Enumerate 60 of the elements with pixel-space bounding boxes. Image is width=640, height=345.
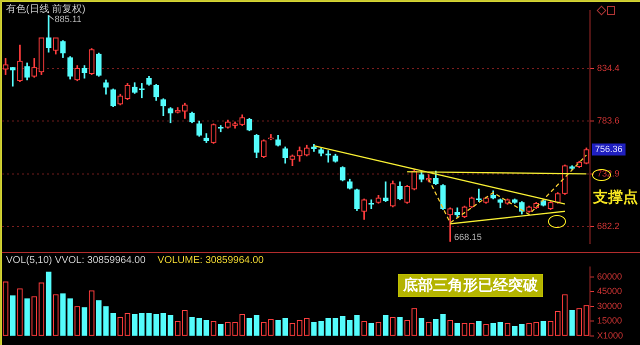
annotation: 756.36 — [595, 144, 623, 154]
bar — [519, 324, 525, 336]
bar — [196, 318, 202, 336]
chart-title: 有色(日线 前复权) — [6, 2, 86, 15]
bar — [418, 318, 424, 336]
y-tick-label: 60000 — [597, 271, 622, 282]
bar — [254, 314, 260, 336]
annotation: 885.11 — [54, 14, 82, 24]
bar — [218, 324, 224, 336]
bar — [440, 314, 446, 336]
bar — [498, 322, 504, 336]
bar — [153, 314, 159, 336]
bar — [454, 322, 460, 336]
bar — [168, 314, 174, 336]
bar — [46, 272, 52, 336]
y-tick-label: 682.2 — [597, 221, 620, 232]
chart-subtitle: VOLUME: 30859964.00 — [158, 254, 264, 266]
text: 支撑点 — [592, 188, 638, 206]
bar — [540, 320, 546, 336]
bar — [103, 306, 109, 336]
y-tick-label: 15000 — [597, 316, 622, 326]
annotation: 668.15 — [454, 232, 482, 242]
bar — [382, 314, 388, 336]
bar — [110, 313, 116, 336]
bar — [246, 318, 252, 336]
bar — [189, 316, 195, 336]
y-tick-label: X1000 — [597, 330, 624, 340]
bar — [346, 320, 353, 336]
bar — [490, 322, 496, 336]
y-tick-label: 30000 — [597, 300, 622, 311]
y-tick-label: 783.6 — [597, 116, 620, 126]
bar — [332, 318, 338, 336]
bar — [204, 320, 210, 336]
y-tick-label: 834.4 — [597, 62, 620, 73]
bar — [512, 326, 518, 336]
bar — [132, 314, 138, 336]
bar — [282, 318, 288, 336]
bar — [139, 313, 145, 336]
bar — [318, 320, 324, 336]
bar — [569, 310, 575, 336]
bar — [340, 316, 346, 336]
bar — [160, 313, 166, 336]
bar — [82, 307, 88, 336]
bar — [354, 314, 360, 336]
bar — [275, 320, 281, 336]
chart-title: VOL(5,10) VVOL: 30859964.00 — [6, 254, 146, 266]
bar — [397, 316, 403, 336]
bar — [311, 322, 317, 336]
bar — [433, 318, 439, 336]
bar — [60, 293, 66, 336]
bar — [10, 295, 16, 336]
bar — [325, 318, 332, 336]
bar — [476, 320, 482, 336]
bar — [368, 322, 374, 336]
bar — [24, 298, 30, 336]
bar — [146, 313, 152, 336]
bar — [67, 298, 73, 336]
annotation: 底部三角形已经突破 — [402, 276, 539, 294]
y-tick-label: 45000 — [597, 286, 622, 296]
bar — [96, 300, 102, 336]
